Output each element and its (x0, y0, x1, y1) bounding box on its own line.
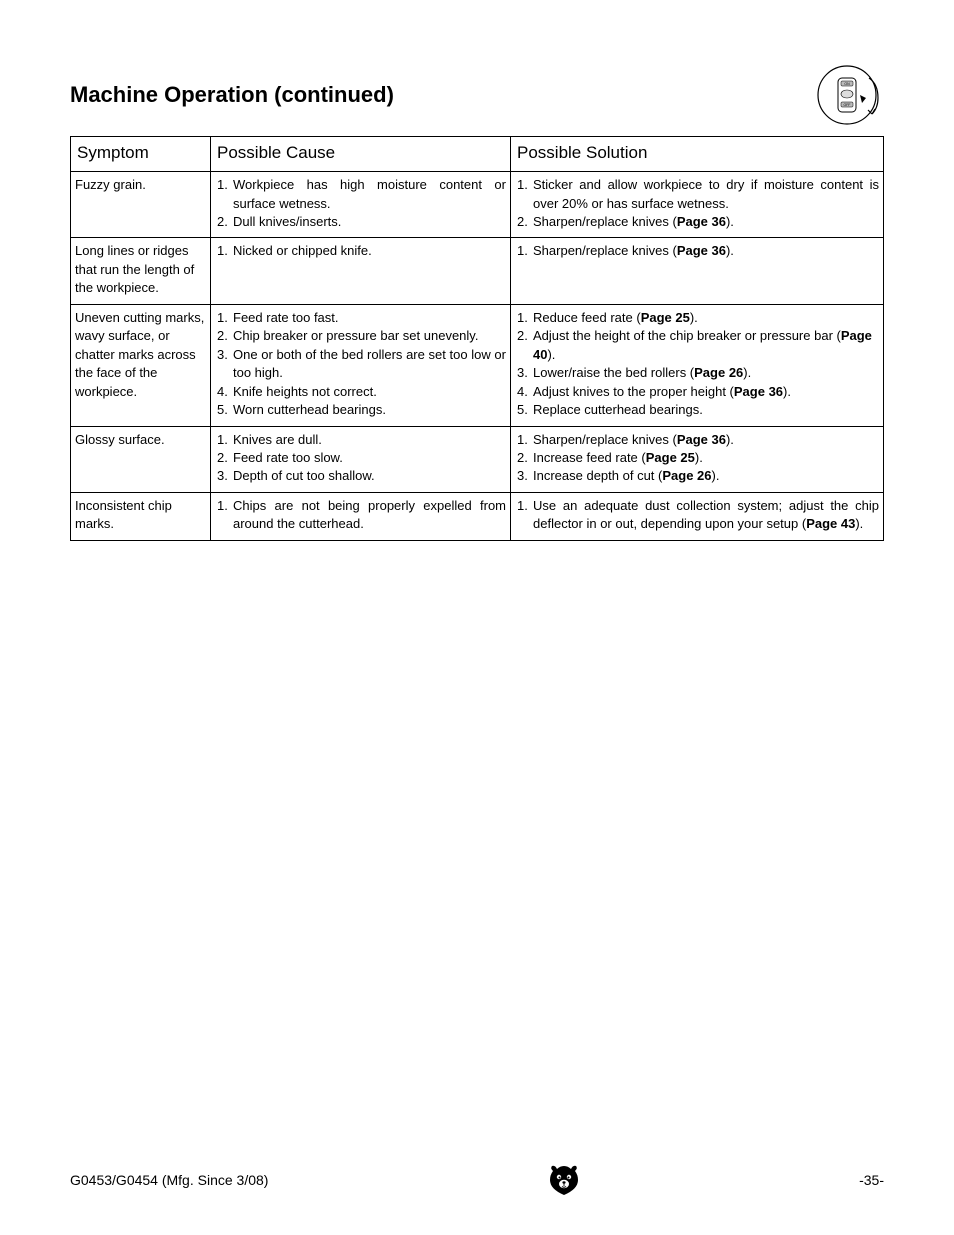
col-symptom: Symptom (71, 137, 211, 172)
list-item: 2.Feed rate too slow. (215, 449, 506, 467)
table-row: Glossy surface.1.Knives are dull.2.Feed … (71, 426, 884, 492)
list-item: 3.Depth of cut too shallow. (215, 467, 506, 485)
list-item: 1.Sharpen/replace knives (Page 36). (515, 431, 879, 449)
list-item: 2.Chip breaker or pressure bar set uneve… (215, 327, 506, 345)
solution-cell: 1.Sharpen/replace knives (Page 36). (511, 238, 884, 304)
list-item: 5.Replace cutterhead bearings. (515, 401, 879, 419)
list-item: 4.Adjust knives to the proper height (Pa… (515, 383, 879, 401)
list-item: 1.Use an adequate dust collection system… (515, 497, 879, 534)
list-item: 3.One or both of the bed rollers are set… (215, 346, 506, 383)
svg-text:OFF: OFF (844, 103, 851, 107)
symptom-cell: Uneven cutting marks, wavy surface, or c… (71, 304, 211, 426)
list-item: 1.Nicked or chipped knife. (215, 242, 506, 260)
solution-cell: 1.Use an adequate dust collection system… (511, 492, 884, 540)
list-item: 1.Reduce feed rate (Page 25). (515, 309, 879, 327)
cause-cell: 1.Nicked or chipped knife. (211, 238, 511, 304)
list-item: 1.Knives are dull. (215, 431, 506, 449)
solution-cell: 1.Sticker and allow workpiece to dry if … (511, 172, 884, 238)
cause-cell: 1.Knives are dull.2.Feed rate too slow.3… (211, 426, 511, 492)
troubleshooting-table: Symptom Possible Cause Possible Solution… (70, 136, 884, 541)
symptom-cell: Glossy surface. (71, 426, 211, 492)
list-item: 3.Increase depth of cut (Page 26). (515, 467, 879, 485)
list-item: 5.Worn cutterhead bearings. (215, 401, 506, 419)
cause-cell: 1.Feed rate too fast.2.Chip breaker or p… (211, 304, 511, 426)
list-item: 3.Lower/raise the bed rollers (Page 26). (515, 364, 879, 382)
footer-left: G0453/G0454 (Mfg. Since 3/08) (70, 1172, 268, 1188)
section-title: Machine Operation (continued) (70, 82, 394, 108)
table-row: Inconsistent chip marks.1.Chips are not … (71, 492, 884, 540)
col-cause: Possible Cause (211, 137, 511, 172)
cause-cell: 1.Workpiece has high moisture content or… (211, 172, 511, 238)
solution-cell: 1.Reduce feed rate (Page 25).2.Adjust th… (511, 304, 884, 426)
table-row: Fuzzy grain.1.Workpiece has high moistur… (71, 172, 884, 238)
svg-text:ON: ON (844, 82, 850, 86)
list-item: 2.Sharpen/replace knives (Page 36). (515, 213, 879, 231)
bear-logo-icon (547, 1163, 581, 1197)
symptom-cell: Long lines or ridges that run the length… (71, 238, 211, 304)
footer-right: -35- (859, 1172, 884, 1188)
list-item: 2.Adjust the height of the chip breaker … (515, 327, 879, 364)
symptom-cell: Fuzzy grain. (71, 172, 211, 238)
table-row: Long lines or ridges that run the length… (71, 238, 884, 304)
power-switch-icon: ON OFF (814, 60, 884, 130)
page-footer: G0453/G0454 (Mfg. Since 3/08) -35- (70, 1163, 884, 1197)
list-item: 2.Dull knives/inserts. (215, 213, 506, 231)
col-solution: Possible Solution (511, 137, 884, 172)
list-item: 1.Chips are not being properly expelled … (215, 497, 506, 534)
solution-cell: 1.Sharpen/replace knives (Page 36).2.Inc… (511, 426, 884, 492)
list-item: 1.Feed rate too fast. (215, 309, 506, 327)
symptom-cell: Inconsistent chip marks. (71, 492, 211, 540)
table-row: Uneven cutting marks, wavy surface, or c… (71, 304, 884, 426)
list-item: 1.Sticker and allow workpiece to dry if … (515, 176, 879, 213)
list-item: 1.Workpiece has high moisture content or… (215, 176, 506, 213)
list-item: 2.Increase feed rate (Page 25). (515, 449, 879, 467)
cause-cell: 1.Chips are not being properly expelled … (211, 492, 511, 540)
list-item: 4.Knife heights not correct. (215, 383, 506, 401)
list-item: 1.Sharpen/replace knives (Page 36). (515, 242, 879, 260)
